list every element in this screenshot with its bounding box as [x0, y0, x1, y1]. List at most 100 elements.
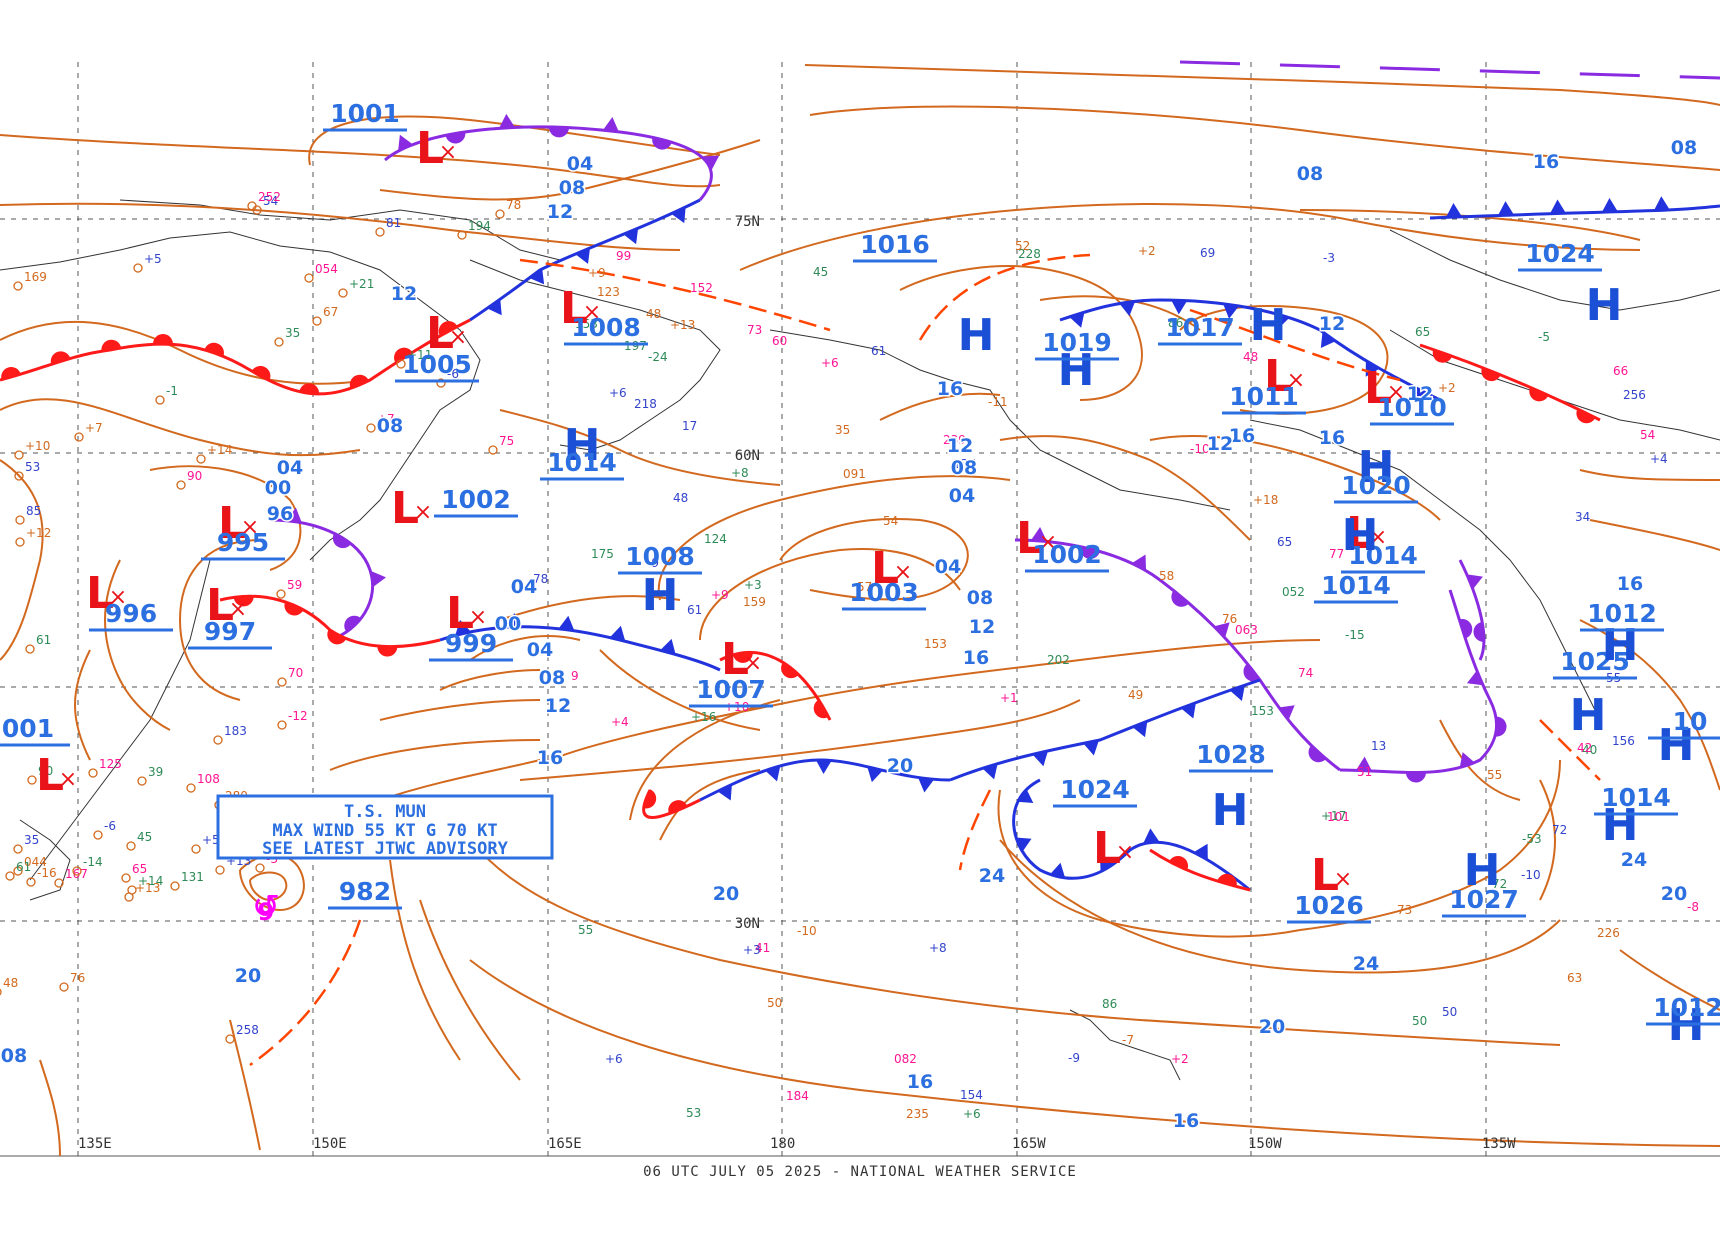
front-triangle	[1549, 199, 1566, 214]
front-semicircle	[1169, 855, 1189, 871]
warm-front	[1149, 848, 1251, 892]
low-symbol: L	[1364, 363, 1392, 414]
station-observation: 53	[25, 460, 40, 474]
low-pressure-center: L×995	[201, 498, 285, 561]
high-symbol: H	[1602, 800, 1639, 851]
pressure-value: 1011	[1229, 382, 1299, 411]
advisory-line-jtwc: SEE LATEST JTWC ADVISORY	[262, 839, 508, 859]
front-triangle	[499, 113, 516, 129]
station-observation: +14	[207, 443, 232, 457]
station-circle	[15, 515, 25, 525]
station-circle	[72, 866, 82, 876]
low-center-mark: ×	[1039, 530, 1057, 555]
front-triangle	[506, 612, 523, 628]
front-triangle	[1445, 203, 1462, 218]
front-triangle	[1466, 670, 1483, 686]
station-circle	[338, 288, 348, 298]
station-circle	[13, 281, 23, 291]
isobar-label: 12	[391, 283, 417, 305]
station-observation: +13	[670, 318, 695, 332]
low-center-mark: ×	[449, 325, 467, 350]
station-observation: -10	[1521, 868, 1541, 882]
front-triangle	[1032, 750, 1049, 767]
coastlines	[0, 199, 1720, 1081]
front-semicircle	[1496, 716, 1507, 737]
pressure-value: 1002	[1032, 540, 1102, 569]
station-circle	[126, 841, 136, 851]
cold-front	[949, 678, 1261, 782]
isobar-label: 08	[559, 177, 585, 199]
low-pressure-center: L×997	[188, 580, 272, 650]
low-symbol: L	[416, 123, 444, 174]
station-observation: 65	[132, 862, 147, 876]
low-pressure-center: L×1005	[395, 308, 479, 383]
station-observation: 256	[1623, 388, 1646, 402]
occluded-front	[1339, 589, 1499, 774]
low-symbol: L	[1016, 513, 1044, 564]
isobar-label: 04	[949, 485, 975, 507]
front-triangle	[1015, 837, 1032, 852]
isobar-label: 12	[947, 435, 973, 457]
station-observation: 50	[1442, 1005, 1457, 1019]
station-observation: 65	[1277, 535, 1292, 549]
front-semicircle	[1243, 663, 1260, 682]
station-observation: 169	[24, 270, 47, 284]
station-circle	[127, 885, 137, 895]
front-semicircle	[152, 334, 173, 345]
high-symbol: H	[1464, 845, 1501, 896]
tropical-storm-advisory: T.S. MUN MAX WIND 55 KT G 70 KT SEE LATE…	[216, 794, 554, 910]
isobar-label: 16	[1229, 425, 1255, 447]
pressure-value: 1014	[547, 448, 617, 477]
station-circle	[396, 359, 406, 369]
station-circle	[274, 337, 284, 347]
pressure-value: 1027	[1449, 885, 1519, 914]
high-pressure-center: H 1025	[1553, 647, 1637, 741]
front-triangle	[1143, 828, 1160, 843]
front-triangle	[1132, 721, 1148, 738]
station-circle	[176, 480, 186, 490]
longitude-label: 165W	[1012, 1136, 1046, 1152]
station-circle	[186, 783, 196, 793]
station-observation: -53	[1522, 832, 1542, 846]
station-observations: 351234835+349108+8406799+46154063+553550…	[0, 190, 1699, 1121]
latitude-label: 60N	[735, 448, 760, 464]
station-observation: -10	[797, 924, 817, 938]
front-semicircle	[299, 383, 320, 395]
front-semicircle	[327, 629, 347, 645]
station-observation: 58	[1159, 569, 1174, 583]
pressure-value: 1025	[1560, 647, 1630, 676]
isobar-label: 16	[537, 747, 563, 769]
advisory-line-name: T.S. MUN	[344, 802, 426, 822]
station-observation: +17	[1321, 809, 1346, 823]
isobar-label: 12	[969, 616, 995, 638]
station-observation: 51	[1357, 765, 1372, 779]
weather-fronts	[0, 113, 1720, 892]
station-observation: -1	[166, 384, 178, 398]
station-circle	[88, 768, 98, 778]
front-triangle	[1653, 196, 1670, 211]
low-center-mark: ×	[229, 597, 247, 622]
station-observation: 194	[468, 219, 491, 233]
isobar-label: 08	[1297, 163, 1323, 185]
station-observation: 13	[1371, 739, 1386, 753]
station-circle	[495, 209, 505, 219]
low-symbol: L	[721, 634, 749, 685]
station-circle	[26, 877, 36, 887]
station-circle	[213, 735, 223, 745]
front-semicircle	[813, 699, 829, 719]
high-symbol: H	[1250, 300, 1287, 351]
station-observation: -9	[647, 556, 659, 570]
station-observation: 153	[575, 317, 598, 331]
front-semicircle	[549, 127, 570, 138]
station-observation: +7	[85, 421, 103, 435]
low-center-mark: ×	[414, 500, 432, 525]
low-pressure-center: L×1010	[1364, 363, 1454, 426]
front-triangle	[867, 766, 883, 783]
front-triangle	[1193, 843, 1208, 860]
front-triangle	[1017, 788, 1034, 804]
isobar-label: 96	[267, 503, 293, 525]
pressure-value: 1024	[1525, 239, 1595, 268]
